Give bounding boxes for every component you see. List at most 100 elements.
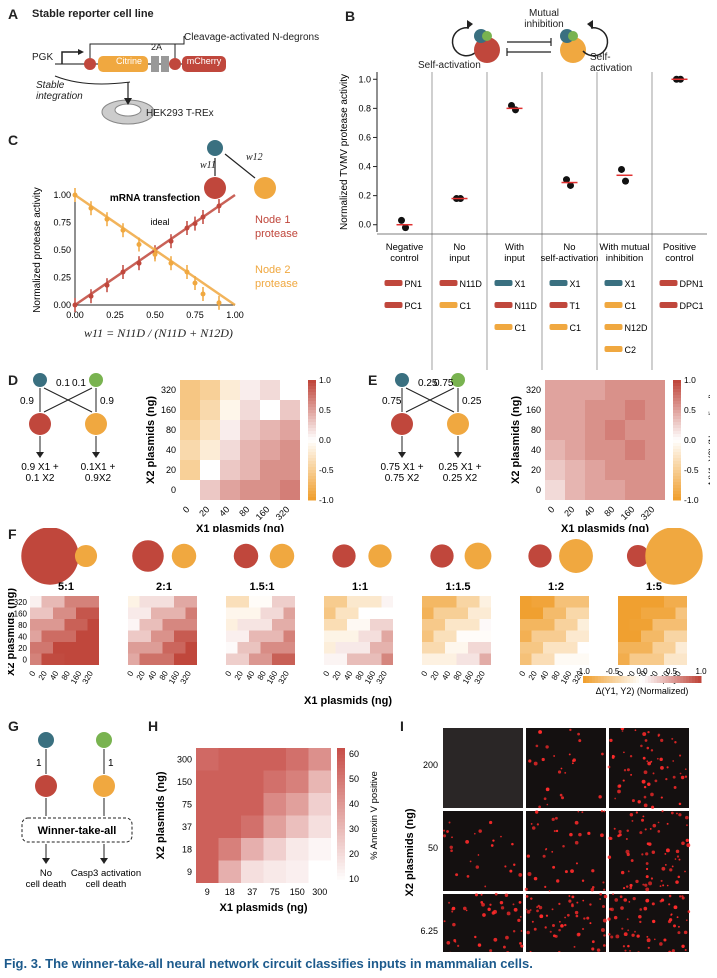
- cell-signal: [609, 738, 613, 743]
- heatmap-cell: [554, 607, 566, 619]
- x1-node: [38, 732, 54, 748]
- cell-signal: [451, 836, 453, 839]
- colorbar-segment: [308, 434, 316, 438]
- x-tick-label: 160: [559, 669, 574, 686]
- construct-label: X1: [570, 279, 581, 289]
- heatmap-cell: [468, 630, 480, 642]
- heatmap-cell: [260, 380, 280, 400]
- ratio-label: 1:2: [548, 581, 564, 593]
- cell-signal: [490, 844, 494, 847]
- cell-signal: [602, 905, 605, 908]
- x-tick-label: 0: [615, 669, 625, 678]
- colorbar-segment: [308, 431, 316, 435]
- x-tick-label: 20: [562, 504, 576, 518]
- colorbar-segment: [644, 676, 649, 683]
- heatmap-cell: [652, 630, 664, 642]
- heatmap-cell: [139, 607, 151, 619]
- heatmap-cell: [308, 838, 331, 861]
- heatmap-cell: [641, 619, 653, 631]
- arrowhead: [100, 858, 108, 864]
- data-point: [398, 216, 405, 224]
- w11-formula: w11 = N11D / (N11D + N12D): [84, 326, 233, 340]
- colorbar-segment: [695, 676, 699, 683]
- heatmap-cell: [272, 630, 284, 642]
- x-tick-label: 20: [331, 669, 344, 682]
- cell-signal: [525, 908, 528, 911]
- cell-signal: [645, 852, 649, 856]
- heatmap-cell: [577, 619, 589, 631]
- heatmap-cell: [347, 596, 359, 608]
- heatmap-cell: [422, 653, 434, 665]
- heatmap-cell: [260, 596, 272, 608]
- cell-signal: [545, 914, 549, 917]
- heatmap-cell: [545, 400, 565, 420]
- y-tick-label: 0.00: [53, 300, 71, 310]
- cell-signal: [478, 829, 482, 833]
- heatmap-cell: [664, 653, 676, 665]
- cell-signal: [686, 843, 691, 848]
- x-tick-label: 20: [197, 504, 211, 518]
- heatmap-cell: [260, 607, 272, 619]
- panel-letter-f: F: [8, 526, 17, 542]
- y-tick-label: 20: [18, 644, 27, 653]
- micrograph-tile: [526, 728, 606, 808]
- cell-signal: [631, 933, 635, 937]
- output-label: 0.1 X2: [26, 473, 55, 484]
- heatmap-cell: [370, 642, 382, 654]
- construct-block: [549, 324, 568, 330]
- heatmap-cell: [381, 607, 393, 619]
- cell-signal: [631, 819, 634, 822]
- cell-signal: [657, 821, 660, 824]
- construct-block: [604, 346, 623, 352]
- colorbar-segment: [656, 676, 661, 683]
- cell-signal: [578, 832, 582, 837]
- colorbar-segment: [692, 676, 696, 683]
- heatmap-cell: [652, 596, 664, 608]
- cell-signal: [465, 909, 468, 912]
- cell-signal: [684, 948, 687, 952]
- heatmap-cell: [249, 607, 261, 619]
- x1-node: [395, 373, 409, 387]
- cell-signal: [554, 934, 558, 938]
- colorbar-segment: [337, 778, 345, 783]
- cell-signal: [673, 924, 677, 928]
- heatmap-cell: [226, 630, 238, 642]
- heatmap-cell: [629, 653, 641, 665]
- data-point: [200, 291, 206, 297]
- heatmap-cell: [618, 630, 630, 642]
- construct-label: N11D: [460, 279, 483, 289]
- heatmap-cell: [675, 596, 687, 608]
- heatmap-cell: [162, 596, 174, 608]
- colorbar-segment: [673, 449, 681, 453]
- colorbar-segment: [337, 852, 345, 857]
- category-label: With mutual: [599, 242, 649, 253]
- network-diagram-d: 0.9 0.1 0.1 0.9 0.9 X1 +0.1 X2 0.1X1 +0.9X2: [20, 373, 116, 484]
- y-tick-label: 320: [14, 598, 28, 607]
- cell-signal: [506, 911, 511, 916]
- heatmap-cell: [543, 653, 555, 665]
- heatmap-cell: [520, 619, 532, 631]
- colorbar-segment: [588, 676, 593, 683]
- y2-node: [93, 775, 115, 797]
- construct-block: [494, 324, 513, 330]
- data-point: [567, 181, 574, 189]
- cell-signal: [643, 803, 648, 808]
- cell-signal: [599, 898, 601, 900]
- wta-box: [21, 817, 133, 843]
- cell-signal: [533, 761, 538, 766]
- heatmap-cell: [240, 460, 260, 480]
- colorbar-segment: [673, 485, 681, 489]
- heatmap-cell: [260, 653, 272, 665]
- cell-signal: [644, 828, 647, 831]
- output-label: cell death: [86, 879, 127, 890]
- category-label: Negative: [386, 242, 424, 253]
- cell-signal: [602, 944, 606, 947]
- heatmap-cell: [629, 596, 641, 608]
- construct-label: PN1: [405, 279, 423, 289]
- cell-signal: [530, 823, 533, 825]
- data-point: [192, 221, 198, 227]
- construct-block: [549, 302, 568, 308]
- data-point: [618, 165, 625, 173]
- cell-signal: [607, 855, 612, 859]
